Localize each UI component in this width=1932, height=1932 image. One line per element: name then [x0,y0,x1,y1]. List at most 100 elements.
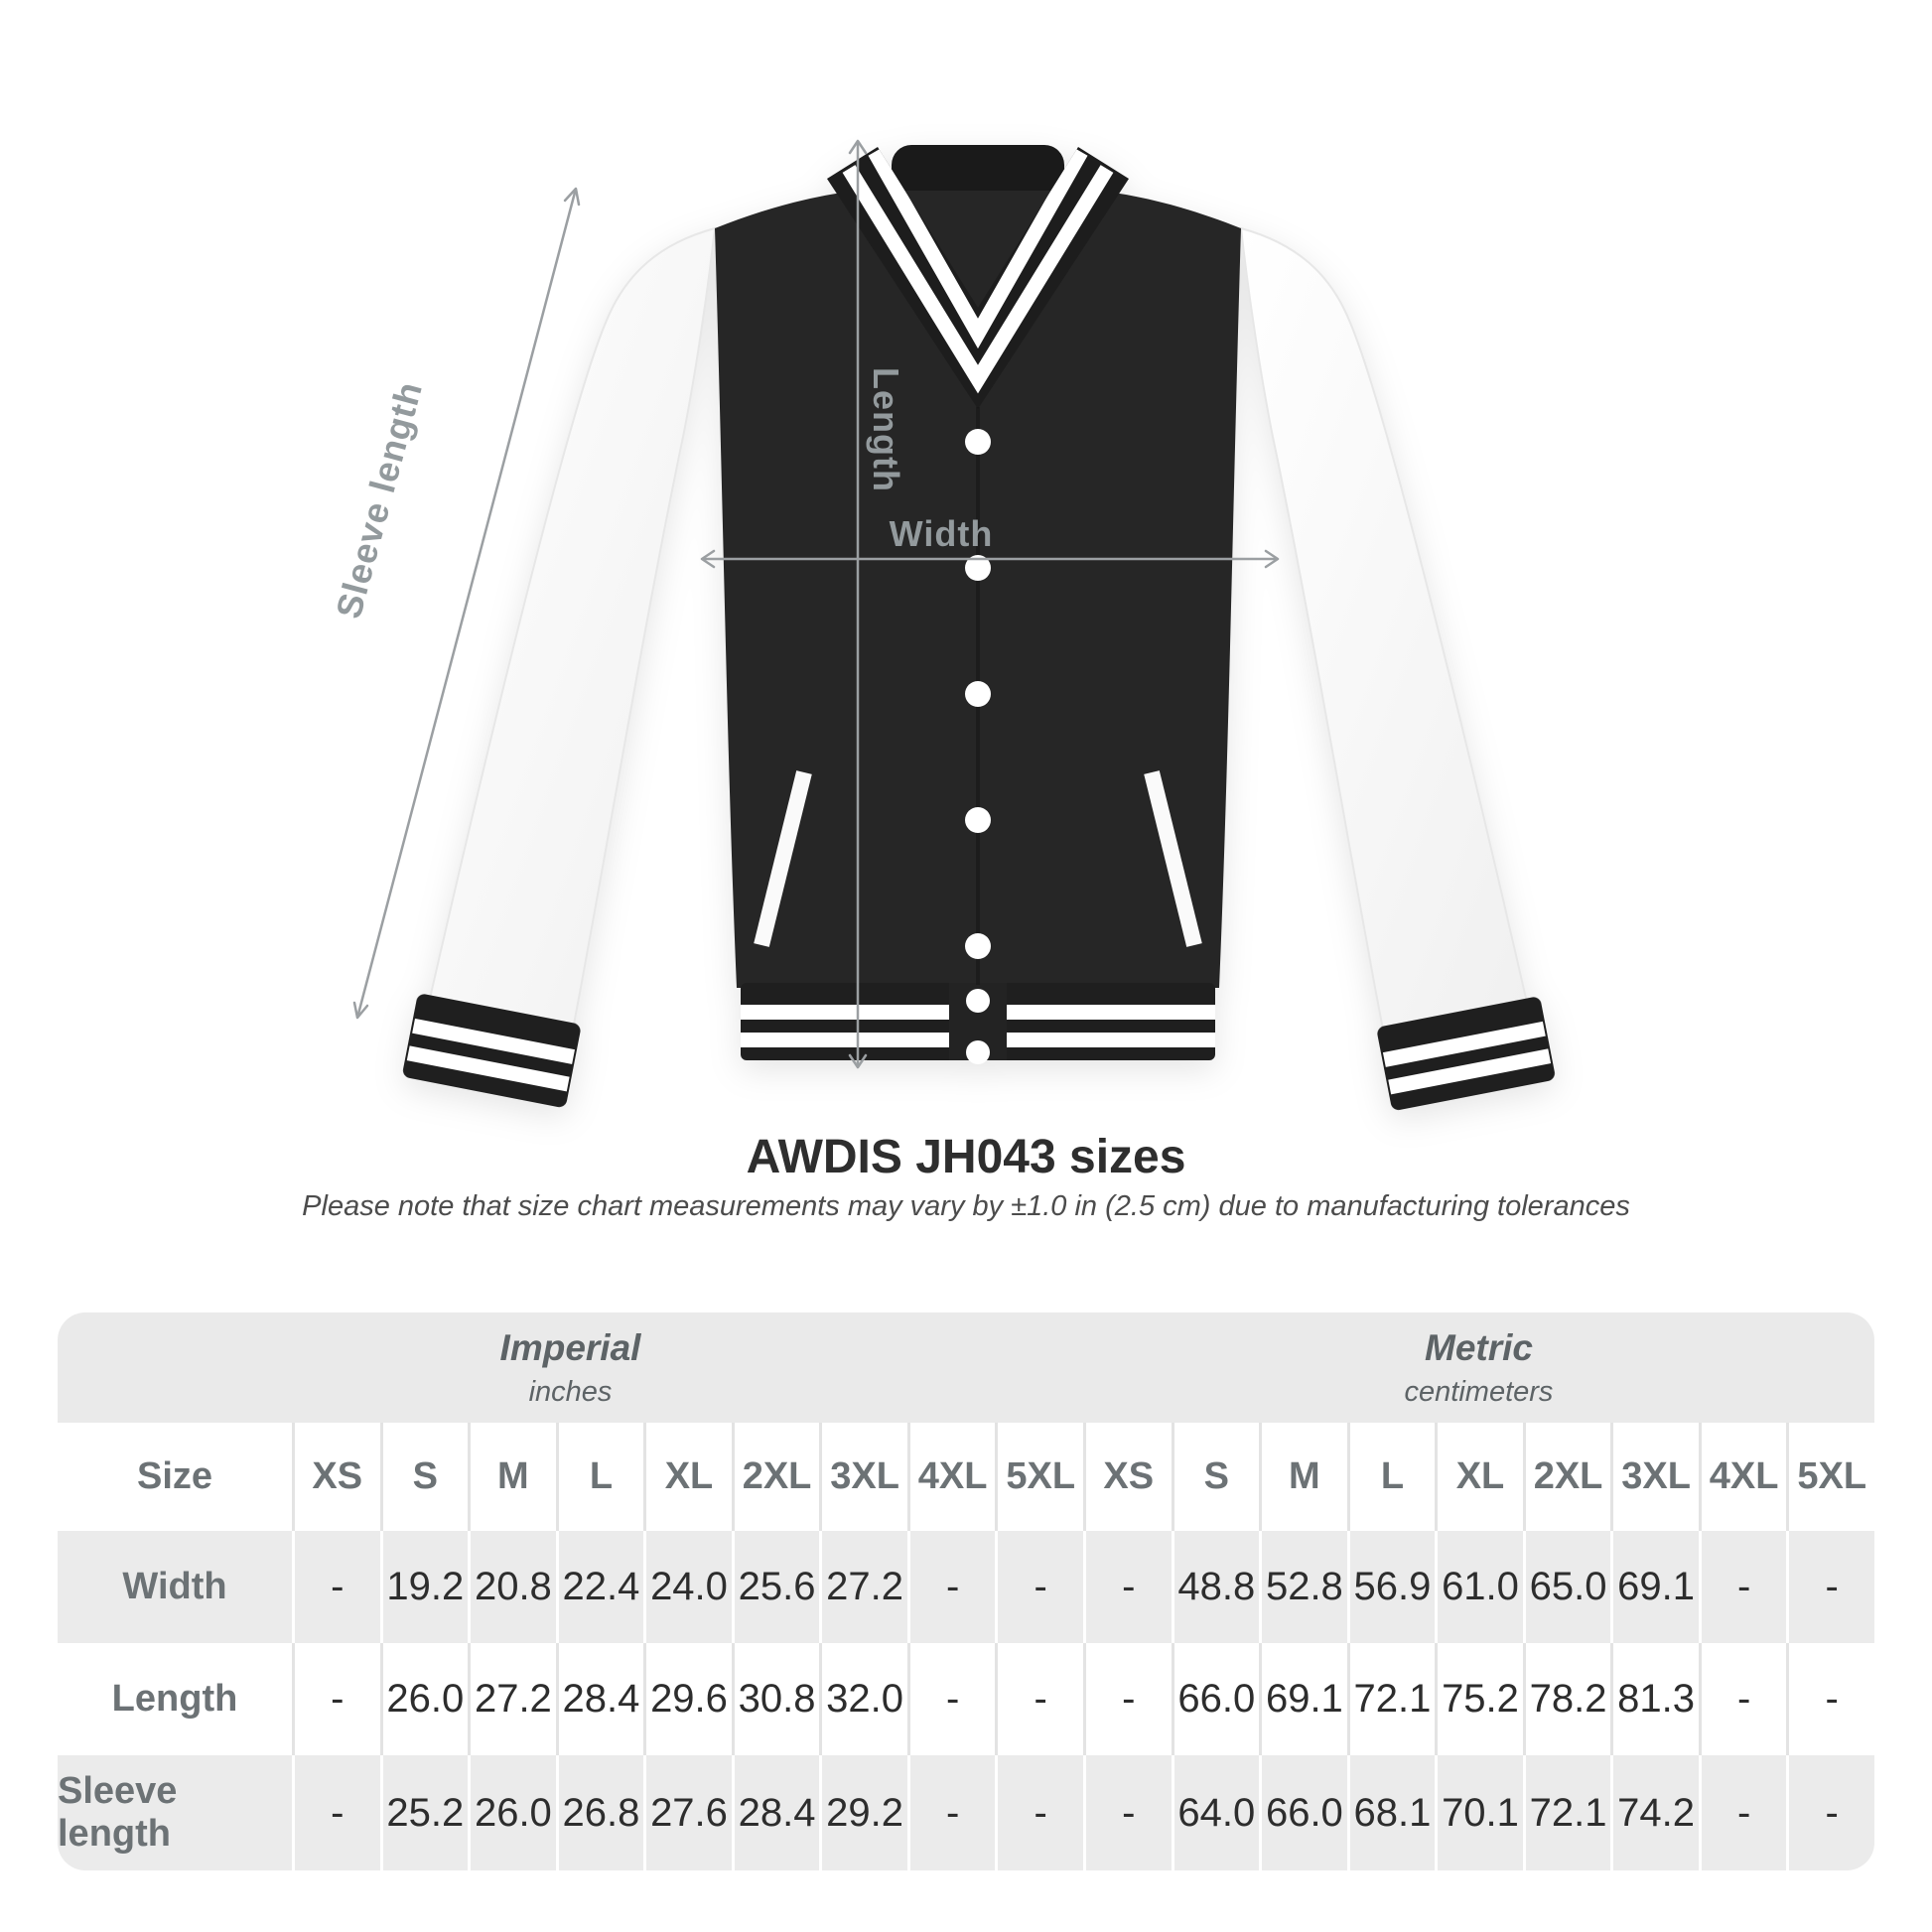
table-cell: 61.0 [1435,1531,1523,1643]
hem-rib [741,983,1215,1060]
table-cell: - [1786,1643,1874,1755]
column-header: M [468,1423,556,1531]
table-cell: 22.4 [555,1531,644,1643]
tolerance-note: Please note that size chart measurements… [302,1190,1630,1222]
row-label-width: Width [58,1531,292,1643]
table-cell: - [906,1643,996,1755]
table-cell: 78.2 [1522,1643,1611,1755]
column-header: 2XL [731,1423,820,1531]
column-header: M [1259,1423,1347,1531]
table-cell: 19.2 [379,1531,469,1643]
table-cell: 30.8 [731,1643,820,1755]
table-cell: - [292,1531,380,1643]
table-cell: - [906,1755,996,1870]
column-header: S [1171,1423,1260,1531]
table-cell: 48.8 [1171,1531,1260,1643]
table-cell: 25.6 [731,1531,820,1643]
table-cell: 69.1 [1610,1531,1699,1643]
table-cell: 24.0 [643,1531,732,1643]
column-header: 4XL [906,1423,996,1531]
unit-group-metric: Metric centimeters [1083,1312,1874,1423]
table-cell: 64.0 [1171,1755,1260,1870]
table-cell: 74.2 [1610,1755,1699,1870]
table-cell: 28.4 [555,1643,644,1755]
table-cell: - [995,1755,1083,1870]
table-cell: - [292,1643,380,1755]
unit-group-unit: centimeters [1404,1375,1554,1408]
table-cell: 72.1 [1346,1643,1436,1755]
sleeve-length-arrow [355,188,578,1019]
table-cell: - [906,1531,996,1643]
table-cell: - [1698,1755,1787,1870]
left-cuff [402,994,581,1108]
table-cell: 65.0 [1522,1531,1611,1643]
table-cell: 66.0 [1171,1643,1260,1755]
column-header: L [1346,1423,1436,1531]
column-header: XS [292,1423,380,1531]
left-pocket-welt [754,770,812,947]
right-sleeve [1239,226,1529,1036]
column-header: 3XL [819,1423,907,1531]
table-cell: - [1698,1643,1787,1755]
table-cell: 69.1 [1259,1643,1347,1755]
table-cell: 81.3 [1610,1643,1699,1755]
table-cell: - [1083,1755,1172,1870]
table-cell: 56.9 [1346,1531,1436,1643]
table-cell: 26.8 [555,1755,644,1870]
varsity-jacket [402,145,1555,1111]
snap-buttons [965,429,991,1064]
right-cuff [1377,997,1555,1111]
column-header: 2XL [1522,1423,1611,1531]
table-cell: 72.1 [1522,1755,1611,1870]
column-header-size: Size [58,1423,292,1531]
table-cell: - [292,1755,380,1870]
unit-group-name: Metric [1425,1326,1533,1368]
column-header: 4XL [1698,1423,1787,1531]
table-cell: - [1786,1531,1874,1643]
table-cell: - [1083,1531,1172,1643]
table-cell: 27.6 [643,1755,732,1870]
column-header: XL [1435,1423,1523,1531]
table-cell: - [995,1643,1083,1755]
table-cell: - [1698,1531,1787,1643]
table-cell: - [1083,1643,1172,1755]
table-cell: 20.8 [468,1531,556,1643]
page-title: AWDIS JH043 sizes [746,1131,1186,1183]
table-cell: 29.2 [819,1755,907,1870]
table-cell: 28.4 [731,1755,820,1870]
table-cell: 26.0 [468,1755,556,1870]
table-cell: 70.1 [1435,1755,1523,1870]
size-table: Imperial inches Metric centimeters Size … [58,1312,1874,1870]
unit-group-unit: inches [528,1375,613,1408]
sleeve-length-label: Sleeve length [328,377,430,622]
table-cell: 27.2 [819,1531,907,1643]
left-sleeve [427,226,717,1036]
table-cell: - [995,1531,1083,1643]
table-cell: 52.8 [1259,1531,1347,1643]
jacket-diagram: Sleeve length Length Width [328,139,1555,1111]
column-header: L [555,1423,644,1531]
table-cell: - [1786,1755,1874,1870]
table-cell: 26.0 [379,1643,469,1755]
unit-group-imperial: Imperial inches [58,1312,1083,1423]
row-label-length: Length [58,1643,292,1755]
column-header: 3XL [1610,1423,1699,1531]
column-header: XS [1083,1423,1172,1531]
table-cell: 68.1 [1346,1755,1436,1870]
column-header: 5XL [1786,1423,1874,1531]
table-cell: 32.0 [819,1643,907,1755]
collar-stripes [842,148,1114,394]
right-pocket-welt [1144,770,1202,947]
row-label-sleeve-length: Sleeve length [58,1755,292,1870]
unit-group-name: Imperial [499,1326,641,1368]
column-header: S [379,1423,469,1531]
table-cell: 27.2 [468,1643,556,1755]
column-header: 5XL [995,1423,1083,1531]
table-cell: 25.2 [379,1755,469,1870]
width-label: Width [890,513,994,554]
table-cell: 29.6 [643,1643,732,1755]
table-cell: 66.0 [1259,1755,1347,1870]
table-cell: 75.2 [1435,1643,1523,1755]
column-header: XL [643,1423,732,1531]
